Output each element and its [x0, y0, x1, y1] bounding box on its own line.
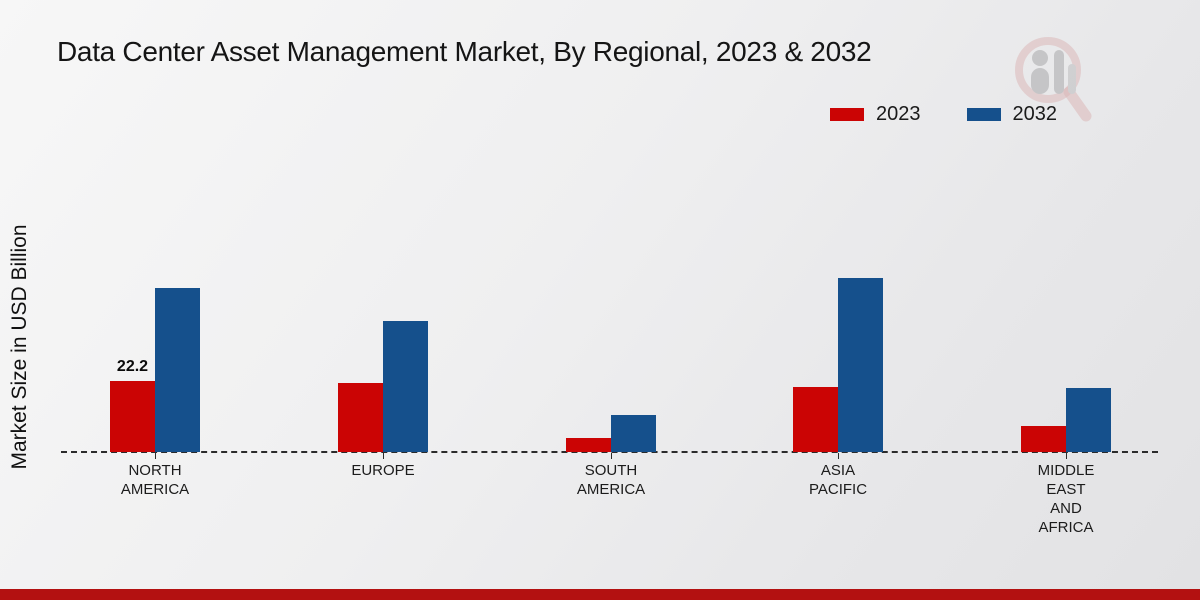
legend-item-2023: 2023 — [830, 103, 921, 126]
x-axis-tick-asia-pacific — [838, 453, 839, 459]
bar-value-label-2023-north-america: 22.2 — [116, 358, 149, 375]
legend-swatch-2032 — [966, 108, 1001, 121]
legend-swatch-2023 — [830, 108, 864, 121]
x-axis-tick-south-america — [611, 453, 612, 459]
footer-stripe — [0, 589, 1200, 600]
bar-2023-europe — [338, 383, 383, 452]
bar-2032-europe — [383, 321, 428, 452]
legend-label-2023: 2023 — [876, 103, 921, 125]
x-axis-tick-north-america — [155, 453, 156, 459]
bar-2023-middle-east-and-africa — [1021, 426, 1066, 452]
category-label-north-america: NORTH AMERICA — [120, 462, 190, 498]
category-label-middle-east-and-africa: MIDDLE EAST AND AFRICA — [1037, 462, 1095, 536]
x-axis-tick-europe — [383, 453, 384, 459]
category-label-europe: EUROPE — [351, 462, 415, 479]
bar-2032-asia-pacific — [838, 278, 883, 452]
chart-title: Data Center Asset Management Market, By … — [57, 36, 872, 67]
category-label-asia-pacific: ASIA PACIFIC — [808, 462, 868, 498]
bar-2023-asia-pacific — [793, 387, 838, 452]
legend: 2023 2032 — [830, 103, 1057, 126]
bar-2032-north-america — [155, 288, 200, 452]
bar-2032-middle-east-and-africa — [1066, 388, 1111, 452]
legend-label-2032: 2032 — [1012, 103, 1058, 125]
x-axis-tick-middle-east-and-africa — [1066, 453, 1067, 459]
bar-2023-south-america — [566, 438, 611, 452]
category-label-south-america: SOUTH AMERICA — [576, 462, 646, 498]
bar-2032-south-america — [611, 415, 656, 452]
x-axis-line — [61, 451, 1158, 453]
bar-2023-north-america — [110, 381, 155, 452]
legend-item-2032: 2032 — [966, 103, 1058, 126]
